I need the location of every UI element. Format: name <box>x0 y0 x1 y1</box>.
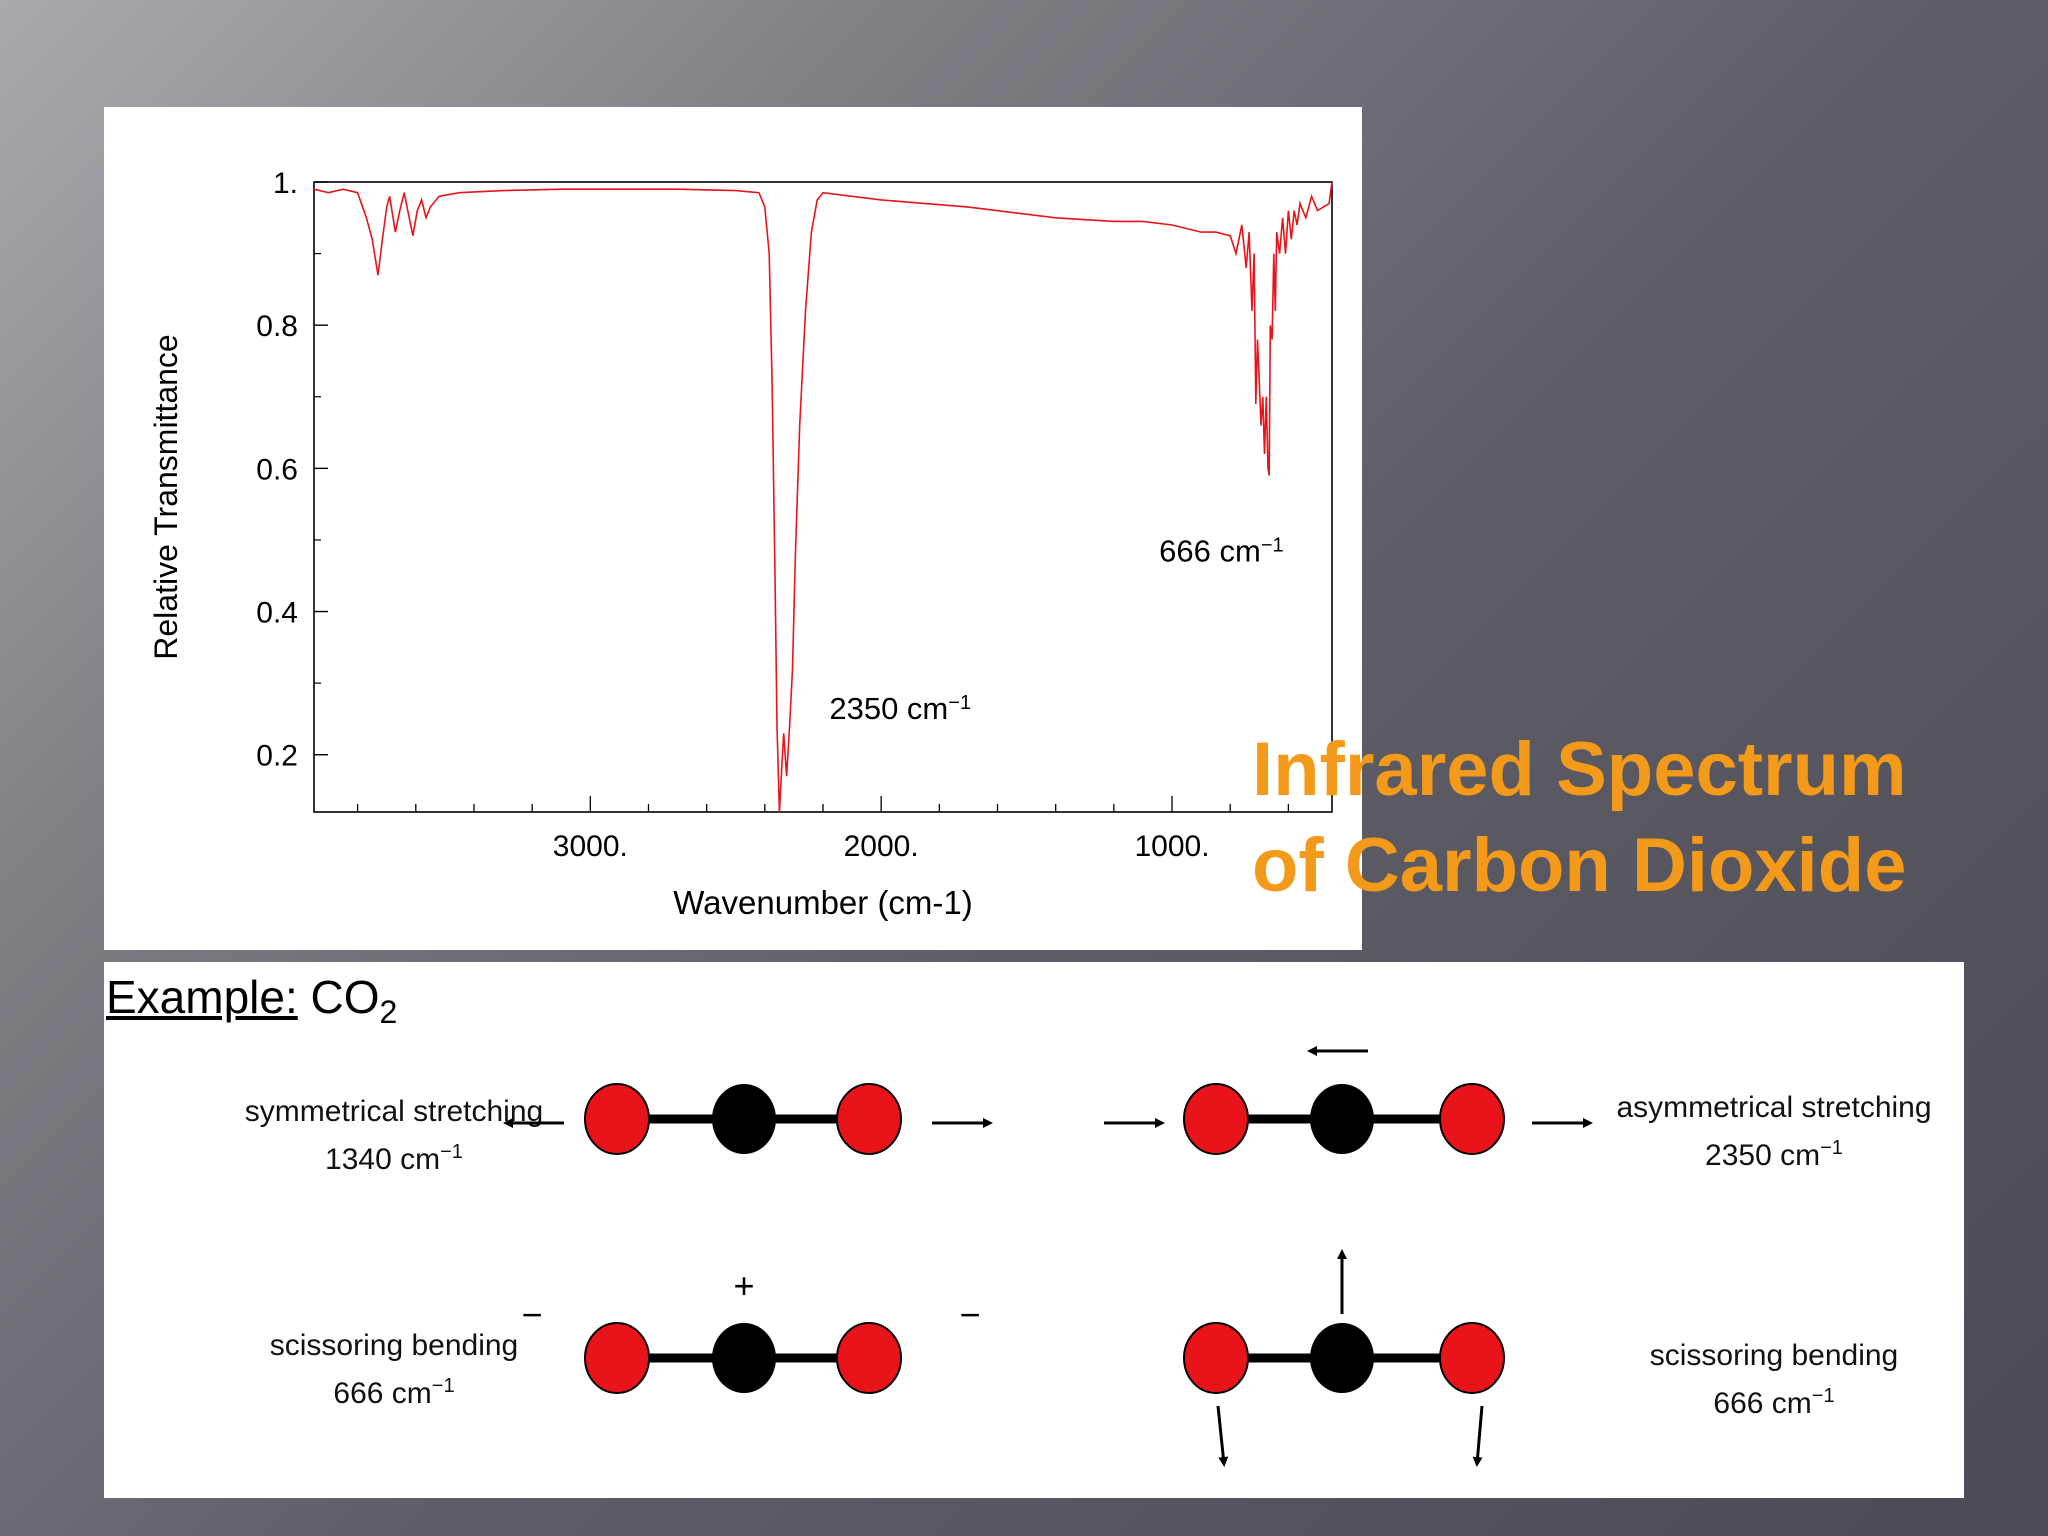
y-tick-label: 1. <box>273 167 298 200</box>
y-tick-label: 0.8 <box>256 310 298 343</box>
example-formula-subscript: 2 <box>379 994 398 1031</box>
sym-stretch-name: symmetrical stretching <box>244 1095 544 1128</box>
vibration-modes-panel: Example: CO2 symmetrical stretching 1340… <box>104 962 1964 1498</box>
scissor-left-carbon <box>712 1323 776 1393</box>
scissor-right-oxygen-left <box>1183 1322 1249 1394</box>
spectrum-chart-panel: 0.2 0.4 0.6 0.8 1. 3000. 2000. 1000. 666 cm−1 2… <box>104 107 1362 950</box>
scissor-left-oxygen-left <box>584 1322 650 1394</box>
scissor-minus-sign-left: − <box>521 1294 542 1335</box>
scissor-left-name: scissoring bending <box>269 1329 519 1362</box>
scissor-left-label: scissoring bending 666 cm−1 <box>124 1326 664 1414</box>
peak-annotation-label: 666 cm−1 <box>1159 533 1283 568</box>
asym-stretch-molecule <box>1104 1046 1593 1155</box>
example-label: Example: <box>106 971 298 1023</box>
peak-annotation-label: 2350 cm−1 <box>829 691 971 726</box>
asym-oxygen-right <box>1439 1083 1505 1155</box>
x-tick-label: 2000. <box>844 830 919 863</box>
sym-stretch-label: symmetrical stretching 1340 cm−1 <box>124 1092 664 1180</box>
slide-title-line-1: Infrared Spectrum <box>1252 727 1907 812</box>
y-tick-label: 0.4 <box>256 597 298 630</box>
scissor-left-freq-exp: −1 <box>431 1375 455 1397</box>
scissor-right-label: scissoring bending 666 cm−1 <box>1604 1336 1944 1424</box>
scissor-right-molecule <box>1183 1249 1505 1467</box>
sym-oxygen-left <box>584 1083 650 1155</box>
x-axis-label: Wavenumber (cm-1) <box>673 884 973 921</box>
slide-title: Infrared Spectrum of Carbon Dioxide <box>1252 722 2012 914</box>
sym-stretch-molecule <box>503 1083 993 1155</box>
asym-stretch-label: asymmetrical stretching 2350 cm−1 <box>1604 1088 1944 1176</box>
sym-stretch-freq: 1340 cm <box>325 1143 441 1176</box>
scissor-arrow-oxygen-right-down <box>1472 1405 1484 1467</box>
scissor-left-freq: 666 cm <box>333 1377 432 1410</box>
scissor-minus-sign-right: − <box>959 1294 980 1335</box>
plot-frame <box>313 181 1333 813</box>
scissor-right-freq: 666 cm <box>1713 1387 1812 1420</box>
asym-stretch-freq-exp: −1 <box>1820 1137 1843 1159</box>
x-tick-label: 3000. <box>553 830 628 863</box>
x-tick-label: 1000. <box>1134 830 1209 863</box>
vibration-mode-diagrams: + − − <box>503 1046 1593 1467</box>
asym-stretch-name: asymmetrical stretching <box>1616 1091 1932 1124</box>
ir-spectrum-chart: 0.2 0.4 0.6 0.8 1. 3000. 2000. 1000. 666 cm−1 2… <box>148 167 1333 921</box>
peak-annotations: 666 cm−1 2350 cm−1 <box>829 533 1283 726</box>
scissor-right-name: scissoring bending <box>1649 1339 1899 1372</box>
y-tick-label: 0.2 <box>256 740 298 773</box>
asym-oxygen-left <box>1183 1083 1249 1155</box>
y-axis-label: Relative Transmittance <box>148 334 184 659</box>
example-heading: Example: CO2 <box>106 970 397 1031</box>
sym-carbon <box>712 1084 776 1154</box>
asym-stretch-freq: 2350 cm <box>1705 1139 1821 1172</box>
scissor-left-molecule: + − − <box>521 1265 981 1394</box>
sym-oxygen-right <box>836 1083 902 1155</box>
scissor-right-oxygen-right <box>1439 1322 1505 1394</box>
example-formula: CO <box>310 971 380 1023</box>
transmittance-series-line <box>313 181 1333 813</box>
x-axis-ticks: 3000. 2000. 1000. <box>356 796 1290 863</box>
slide-title-line-2: of Carbon Dioxide <box>1252 823 1907 908</box>
scissor-plus-sign: + <box>733 1265 754 1306</box>
scissor-right-freq-exp: −1 <box>1811 1385 1835 1407</box>
scissor-arrow-oxygen-left-down <box>1216 1405 1229 1467</box>
scissor-right-carbon <box>1310 1323 1374 1393</box>
asym-carbon <box>1310 1084 1374 1154</box>
sym-stretch-freq-exp: −1 <box>440 1141 463 1163</box>
scissor-left-oxygen-right <box>836 1322 902 1394</box>
y-axis-ticks: 0.2 0.4 0.6 0.8 1. <box>256 167 328 773</box>
y-tick-label: 0.6 <box>256 453 298 486</box>
